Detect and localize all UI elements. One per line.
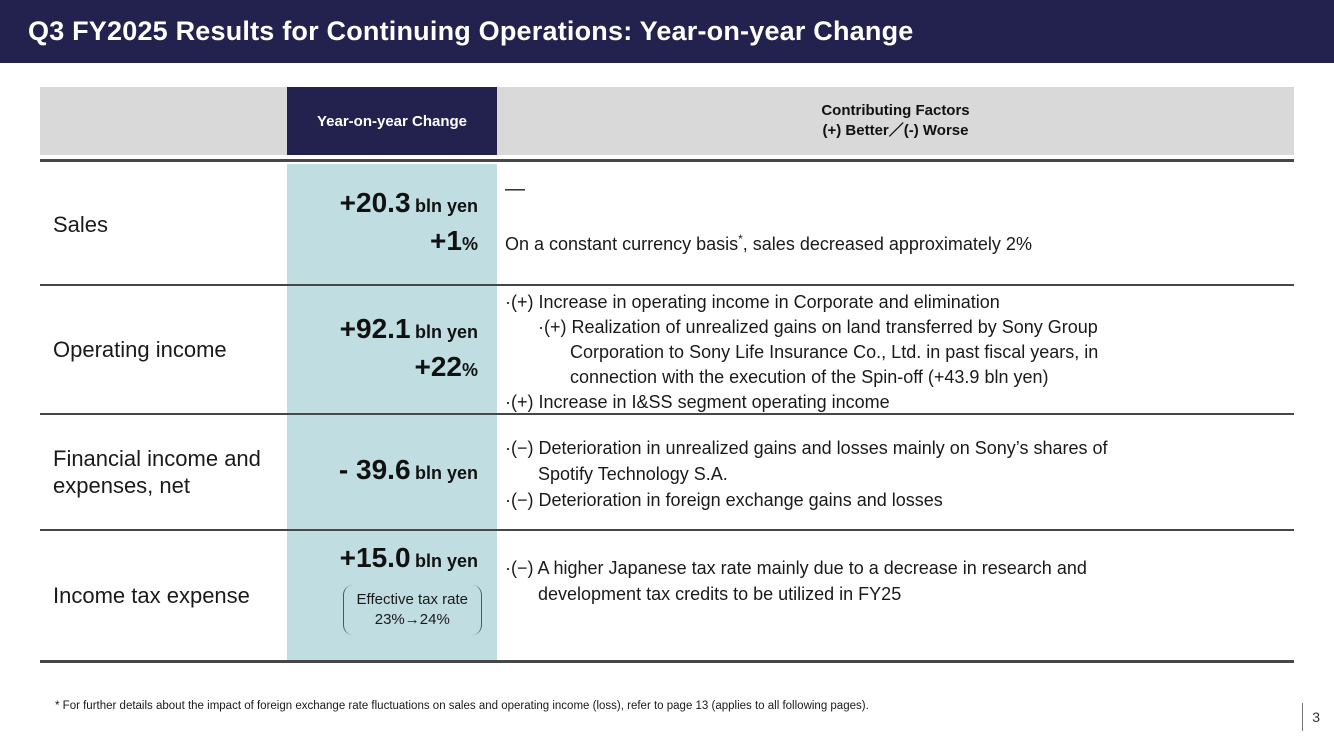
footnote-asterisk: * bbox=[738, 232, 743, 246]
header-contributing-factors: Contributing Factors (+) Better／(-) Wors… bbox=[497, 87, 1294, 155]
factor-line: ·(−) Deterioration in foreign exchange g… bbox=[505, 490, 943, 510]
factor-line: ·(+) Increase in I&SS segment operating … bbox=[505, 392, 890, 412]
factor-line: ·(−) A higher Japanese tax rate mainly d… bbox=[505, 558, 1087, 578]
results-table: Year-on-year Change Contributing Factors… bbox=[40, 87, 1294, 663]
value-percent: +1% bbox=[430, 225, 478, 256]
page-number-divider bbox=[1302, 703, 1304, 731]
factor-line: ·(+) Realization of unrealized gains on … bbox=[538, 317, 1098, 337]
header-factors-line2: (+) Better／(-) Worse bbox=[822, 122, 969, 139]
page-number-block: 3 bbox=[1302, 703, 1320, 731]
yoy-value-cell: - 39.6 bln yen bbox=[287, 415, 497, 529]
effective-tax-rate-note: Effective tax rate 23%→24% bbox=[342, 585, 482, 635]
yoy-value-cell: +20.3 bln yen +1% bbox=[287, 164, 497, 284]
row-label: Income tax expense bbox=[53, 583, 250, 608]
tax-note-line1: Effective tax rate bbox=[356, 591, 468, 608]
value-percent: +22% bbox=[414, 350, 478, 382]
page-number: 3 bbox=[1312, 709, 1320, 725]
table-row-income-tax: Income tax expense +15.0 bln yen Effecti… bbox=[40, 531, 1294, 663]
right-bracket-shape bbox=[470, 585, 482, 635]
yoy-value-cell: +15.0 bln yen Effective tax rate 23%→24% bbox=[287, 531, 497, 660]
factors-cell: ·(−) A higher Japanese tax rate mainly d… bbox=[497, 531, 1294, 660]
slide-footnote: * For further details about the impact o… bbox=[55, 700, 869, 712]
factor-line: development tax credits to be utilized i… bbox=[538, 584, 902, 604]
header-factors-line1: Contributing Factors bbox=[821, 102, 970, 119]
table-row-financial-income: Financial income and expenses, net - 39.… bbox=[40, 415, 1294, 531]
table-row-operating-income: Operating income +92.1 bln yen +22% ·(+)… bbox=[40, 286, 1294, 415]
tax-note-line2: 23%→24% bbox=[374, 611, 450, 628]
table-row-sales: Sales +20.3 bln yen +1% — On a constant … bbox=[40, 164, 1294, 286]
value-amount: +20.3 bln yen bbox=[339, 187, 478, 218]
row-label: Sales bbox=[53, 211, 109, 237]
row-label: Financial income and expenses, net bbox=[53, 446, 261, 498]
header-divider bbox=[40, 159, 1294, 162]
factors-cell: — On a constant currency basis*, sales d… bbox=[497, 164, 1294, 284]
factor-dash: — bbox=[505, 178, 525, 200]
value-amount: - 39.6 bln yen bbox=[338, 454, 478, 485]
value-amount: +15.0 bln yen bbox=[339, 542, 478, 573]
header-spacer-cell bbox=[40, 87, 287, 155]
factors-cell: ·(−) Deterioration in unrealized gains a… bbox=[497, 415, 1294, 529]
slide-title-bar: Q3 FY2025 Results for Continuing Operati… bbox=[0, 0, 1334, 63]
row-label: Operating income bbox=[53, 337, 227, 362]
table-header-row: Year-on-year Change Contributing Factors… bbox=[40, 87, 1294, 155]
factors-cell: ·(+) Increase in operating income in Cor… bbox=[497, 286, 1294, 413]
value-amount: +92.1 bln yen bbox=[339, 312, 478, 344]
factor-line: connection with the execution of the Spi… bbox=[570, 367, 1049, 387]
factor-line: Corporation to Sony Life Insurance Co., … bbox=[570, 342, 1099, 362]
page-title: Q3 FY2025 Results for Continuing Operati… bbox=[28, 16, 914, 46]
factor-line: On a constant currency basis*, sales dec… bbox=[505, 232, 1032, 254]
table-body: Sales +20.3 bln yen +1% — On a constant … bbox=[40, 164, 1294, 663]
left-bracket-shape bbox=[342, 585, 355, 635]
yoy-value-cell: +92.1 bln yen +22% bbox=[287, 286, 497, 413]
factor-line: Spotify Technology S.A. bbox=[538, 464, 728, 484]
factor-line: ·(+) Increase in operating income in Cor… bbox=[505, 292, 1000, 312]
factor-line: ·(−) Deterioration in unrealized gains a… bbox=[505, 438, 1108, 458]
header-yoy-change: Year-on-year Change bbox=[287, 87, 497, 155]
